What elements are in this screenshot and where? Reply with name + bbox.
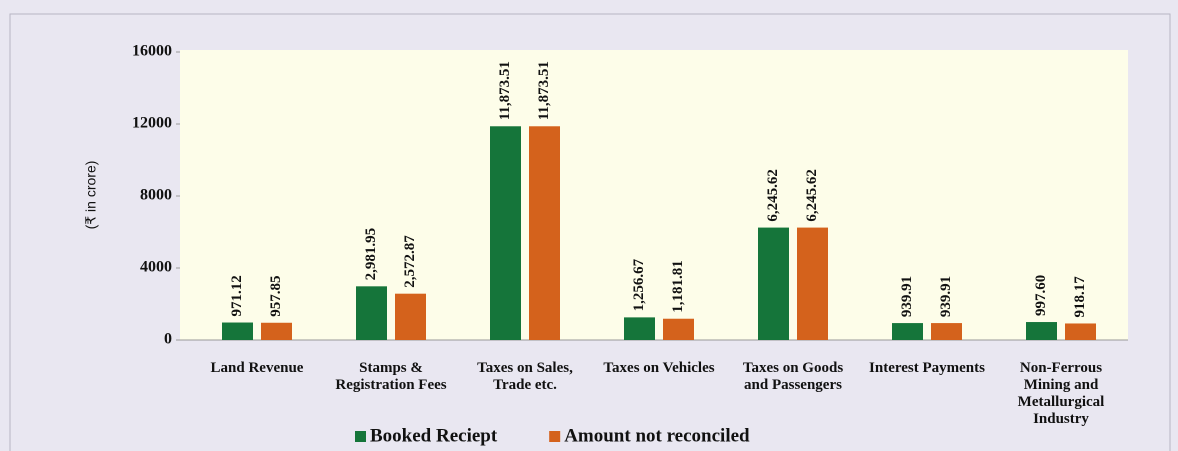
value-label: 2,981.95 <box>363 228 379 281</box>
bar <box>356 286 387 340</box>
x-tick-label: Non-Ferrous Mining and Metallurgical Ind… <box>1017 360 1105 427</box>
bar <box>261 322 292 340</box>
frame <box>9 13 1171 451</box>
legend-swatch <box>355 431 366 442</box>
value-label: 918.17 <box>1072 276 1088 318</box>
value-label: 1,181.81 <box>670 260 686 313</box>
value-label: 939.91 <box>899 276 915 317</box>
y-tick-label: 16000 <box>132 43 172 60</box>
y-tick-label: 8000 <box>140 187 172 204</box>
bar <box>892 323 923 340</box>
x-tick-label: Interest Payments <box>869 360 985 376</box>
y-axis-label: (₹ in crore) <box>83 161 99 230</box>
value-label: 6,245.62 <box>804 169 820 222</box>
value-label: 971.12 <box>229 275 245 316</box>
legend-label: Booked Reciept <box>370 425 498 446</box>
bar <box>1065 323 1096 340</box>
value-label: 11,873.51 <box>536 61 552 120</box>
value-label: 6,245.62 <box>765 169 781 222</box>
bar <box>490 126 521 340</box>
bar <box>797 227 828 340</box>
x-tick-label: Taxes on Vehicles <box>603 360 715 376</box>
bar <box>758 227 789 340</box>
x-tick-label: Stamps & Registration Fees <box>335 360 447 393</box>
value-label: 997.60 <box>1033 275 1049 316</box>
legend-label: Amount not reconciled <box>564 425 750 446</box>
y-tick-label: 0 <box>164 331 172 348</box>
value-label: 939.91 <box>938 276 954 317</box>
x-tick-label: Land Revenue <box>210 360 304 376</box>
bar <box>931 323 962 340</box>
bar <box>395 293 426 340</box>
legend-swatch <box>549 431 561 442</box>
bar <box>663 318 694 340</box>
plot-area <box>180 50 1128 340</box>
bar <box>1026 322 1057 340</box>
y-tick-label: 4000 <box>140 259 172 276</box>
bar <box>624 317 655 340</box>
x-tick-label: Taxes on Sales, Trade etc. <box>477 360 573 393</box>
value-label: 2,572.87 <box>402 235 418 288</box>
value-label: 11,873.51 <box>497 61 513 120</box>
bar <box>529 126 560 340</box>
y-tick-label: 12000 <box>132 115 172 132</box>
x-tick-label: Taxes on Goods and Passengers <box>742 360 844 393</box>
bar <box>222 322 253 340</box>
value-label: 957.85 <box>268 276 284 317</box>
value-label: 1,256.67 <box>631 258 647 311</box>
